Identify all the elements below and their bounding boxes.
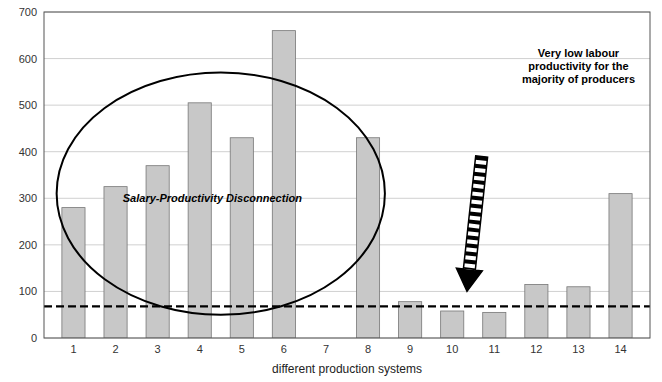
x-tick-label: 7 [323,343,329,355]
x-tick-label: 8 [365,343,371,355]
x-tick-label: 6 [281,343,287,355]
bar [104,187,127,338]
x-tick-label: 4 [197,343,203,355]
bar [188,103,211,338]
x-tick-label: 2 [112,343,118,355]
y-tick-label: 100 [19,285,37,297]
y-tick-label: 0 [31,332,37,344]
x-tick-label: 9 [407,343,413,355]
arrow-outline [456,156,487,292]
arrow-body [469,156,481,269]
y-tick-label: 500 [19,99,37,111]
grid-line [44,151,650,152]
bar [272,31,295,338]
y-tick-label: 300 [19,192,37,204]
bar [356,138,379,338]
bar [483,312,506,338]
x-tick-label: 10 [446,343,458,355]
plot-frame [44,12,650,338]
y-tick-label: 400 [19,146,37,158]
bar [441,311,464,338]
bar [567,287,590,338]
bar [230,138,253,338]
bar [609,194,632,338]
y-tick-label: 600 [19,53,37,65]
ellipse-label: Salary-Productivity Disconnection [123,192,302,204]
chart-container: 0100200300400500600700123456789101112131… [0,0,662,382]
grid-line [44,244,650,245]
grid-line [44,105,650,106]
annotation: Very low labourproductivity for themajor… [522,47,635,85]
arrow-pattern [469,156,481,269]
x-tick-label: 1 [70,343,76,355]
y-tick-label: 200 [19,239,37,251]
bar [62,208,85,338]
highlight-ellipse [57,73,385,315]
chart: 0100200300400500600700123456789101112131… [0,0,662,382]
min-wage-line [44,305,650,307]
x-axis-label: different production systems [272,362,422,376]
y-tick-label: 700 [19,6,37,18]
bar [525,284,548,338]
grid [44,12,650,338]
x-tick-label: 14 [614,343,626,355]
x-tick-label: 13 [572,343,584,355]
grid-line [44,291,650,292]
x-tick-label: 3 [155,343,161,355]
x-tick-label: 12 [530,343,542,355]
x-tick-label: 11 [489,343,500,355]
arrow [456,156,487,292]
x-tick-label: 5 [239,343,245,355]
